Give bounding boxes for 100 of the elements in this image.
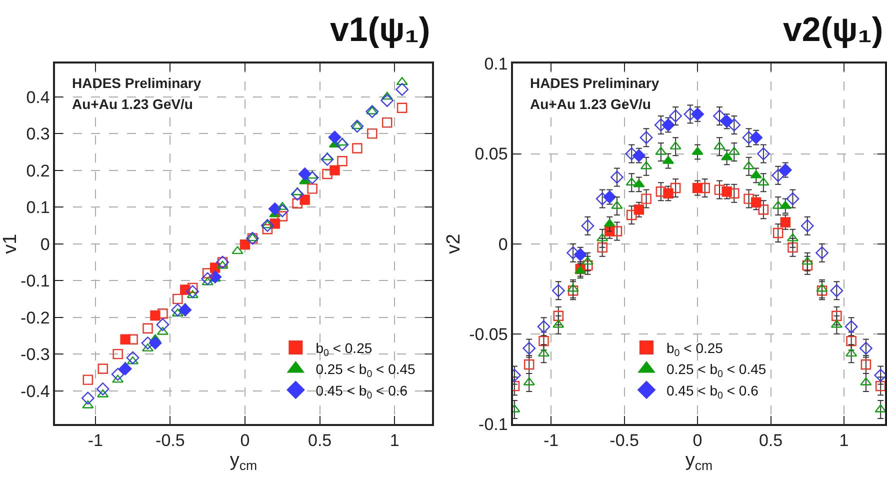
point xyxy=(816,284,828,292)
point xyxy=(96,382,110,396)
point xyxy=(611,200,623,209)
point xyxy=(328,130,342,144)
point xyxy=(640,131,653,144)
point xyxy=(772,200,784,209)
point xyxy=(292,198,302,208)
point xyxy=(596,192,609,206)
x-tick-label: 0.5 xyxy=(308,431,332,450)
x-axis-title: y$_{cm}$ xyxy=(230,450,258,474)
point xyxy=(830,284,844,298)
point xyxy=(298,168,312,180)
legend-label: 0.25 < b$_{0}$ < 0.45 xyxy=(316,361,416,380)
point xyxy=(112,348,123,360)
point xyxy=(537,320,550,334)
point xyxy=(290,188,304,201)
y-tick-label: -0.3 xyxy=(20,345,50,364)
point xyxy=(713,110,726,122)
point xyxy=(596,233,608,242)
point xyxy=(802,260,812,271)
point xyxy=(778,164,792,176)
point xyxy=(216,260,228,269)
point xyxy=(396,83,409,96)
x-tick-label: 1 xyxy=(390,431,400,450)
legend-label: 0.25 < b$_{0}$ < 0.45 xyxy=(666,361,766,380)
x-tick-label: -0.5 xyxy=(156,431,185,450)
point xyxy=(844,320,858,334)
y-tick-label: 0.1 xyxy=(484,54,508,74)
point xyxy=(97,389,109,398)
y-axis-title: v1 xyxy=(0,234,21,254)
point xyxy=(816,246,828,260)
y-tick-label: 0.2 xyxy=(26,161,50,180)
point xyxy=(522,342,536,355)
y-axis-title: v2 xyxy=(443,234,464,254)
point xyxy=(786,192,800,206)
point xyxy=(581,219,594,232)
y-tick-label: 0.3 xyxy=(26,124,50,144)
point xyxy=(860,359,872,370)
point xyxy=(524,359,534,370)
point xyxy=(118,362,132,376)
x-tick-label: -0.5 xyxy=(610,431,639,450)
point xyxy=(262,220,274,228)
point xyxy=(626,177,638,186)
point xyxy=(612,226,622,236)
point xyxy=(610,170,624,184)
point xyxy=(816,286,828,296)
point xyxy=(156,318,170,332)
point xyxy=(202,268,213,278)
point xyxy=(111,368,124,381)
x-tick-label: 0.5 xyxy=(758,431,783,450)
point xyxy=(756,147,770,160)
y-tick-label: 0 xyxy=(498,234,508,254)
point xyxy=(721,152,733,160)
y-tick-label: 0 xyxy=(40,234,50,254)
legend-label: 0.45 < b$_{0}$ < 0.6 xyxy=(666,382,759,402)
point xyxy=(172,294,183,304)
point xyxy=(860,377,872,386)
point xyxy=(876,380,885,392)
y-tick-label: -0.2 xyxy=(20,308,50,328)
point xyxy=(277,211,288,222)
point xyxy=(566,246,580,260)
point xyxy=(142,323,153,334)
point xyxy=(700,182,710,194)
point xyxy=(306,171,319,184)
x-axis-title: y$_{cm}$ xyxy=(685,450,713,474)
point xyxy=(112,374,124,383)
point xyxy=(276,204,289,218)
annotation: Au+Au 1.23 GeV/u xyxy=(530,96,651,112)
point xyxy=(552,284,565,298)
point xyxy=(148,336,162,350)
point xyxy=(126,351,140,364)
point xyxy=(322,168,332,180)
point xyxy=(758,177,770,186)
point xyxy=(366,106,378,114)
x-tick-label: -1 xyxy=(544,431,559,450)
x-tick-label: 0 xyxy=(240,431,250,450)
point xyxy=(82,400,94,408)
point xyxy=(802,256,814,265)
point xyxy=(728,118,741,132)
point xyxy=(276,202,288,210)
point xyxy=(846,336,856,346)
point xyxy=(202,277,214,286)
point xyxy=(772,228,784,238)
point xyxy=(714,184,725,195)
point xyxy=(670,141,682,150)
point xyxy=(597,242,608,253)
point xyxy=(306,170,318,179)
point xyxy=(743,161,755,170)
point xyxy=(744,194,754,204)
point xyxy=(352,143,362,154)
y-tick-label: -0.1 xyxy=(478,414,508,434)
point xyxy=(382,117,392,128)
point xyxy=(336,138,349,152)
x-tick-label: 0 xyxy=(692,431,702,450)
chart-title: v1(ψ₁) xyxy=(330,11,430,49)
point xyxy=(780,217,791,228)
point xyxy=(186,285,200,298)
point xyxy=(669,110,682,122)
annotation: Au+Au 1.23 GeV/u xyxy=(72,96,193,112)
point xyxy=(729,188,740,199)
